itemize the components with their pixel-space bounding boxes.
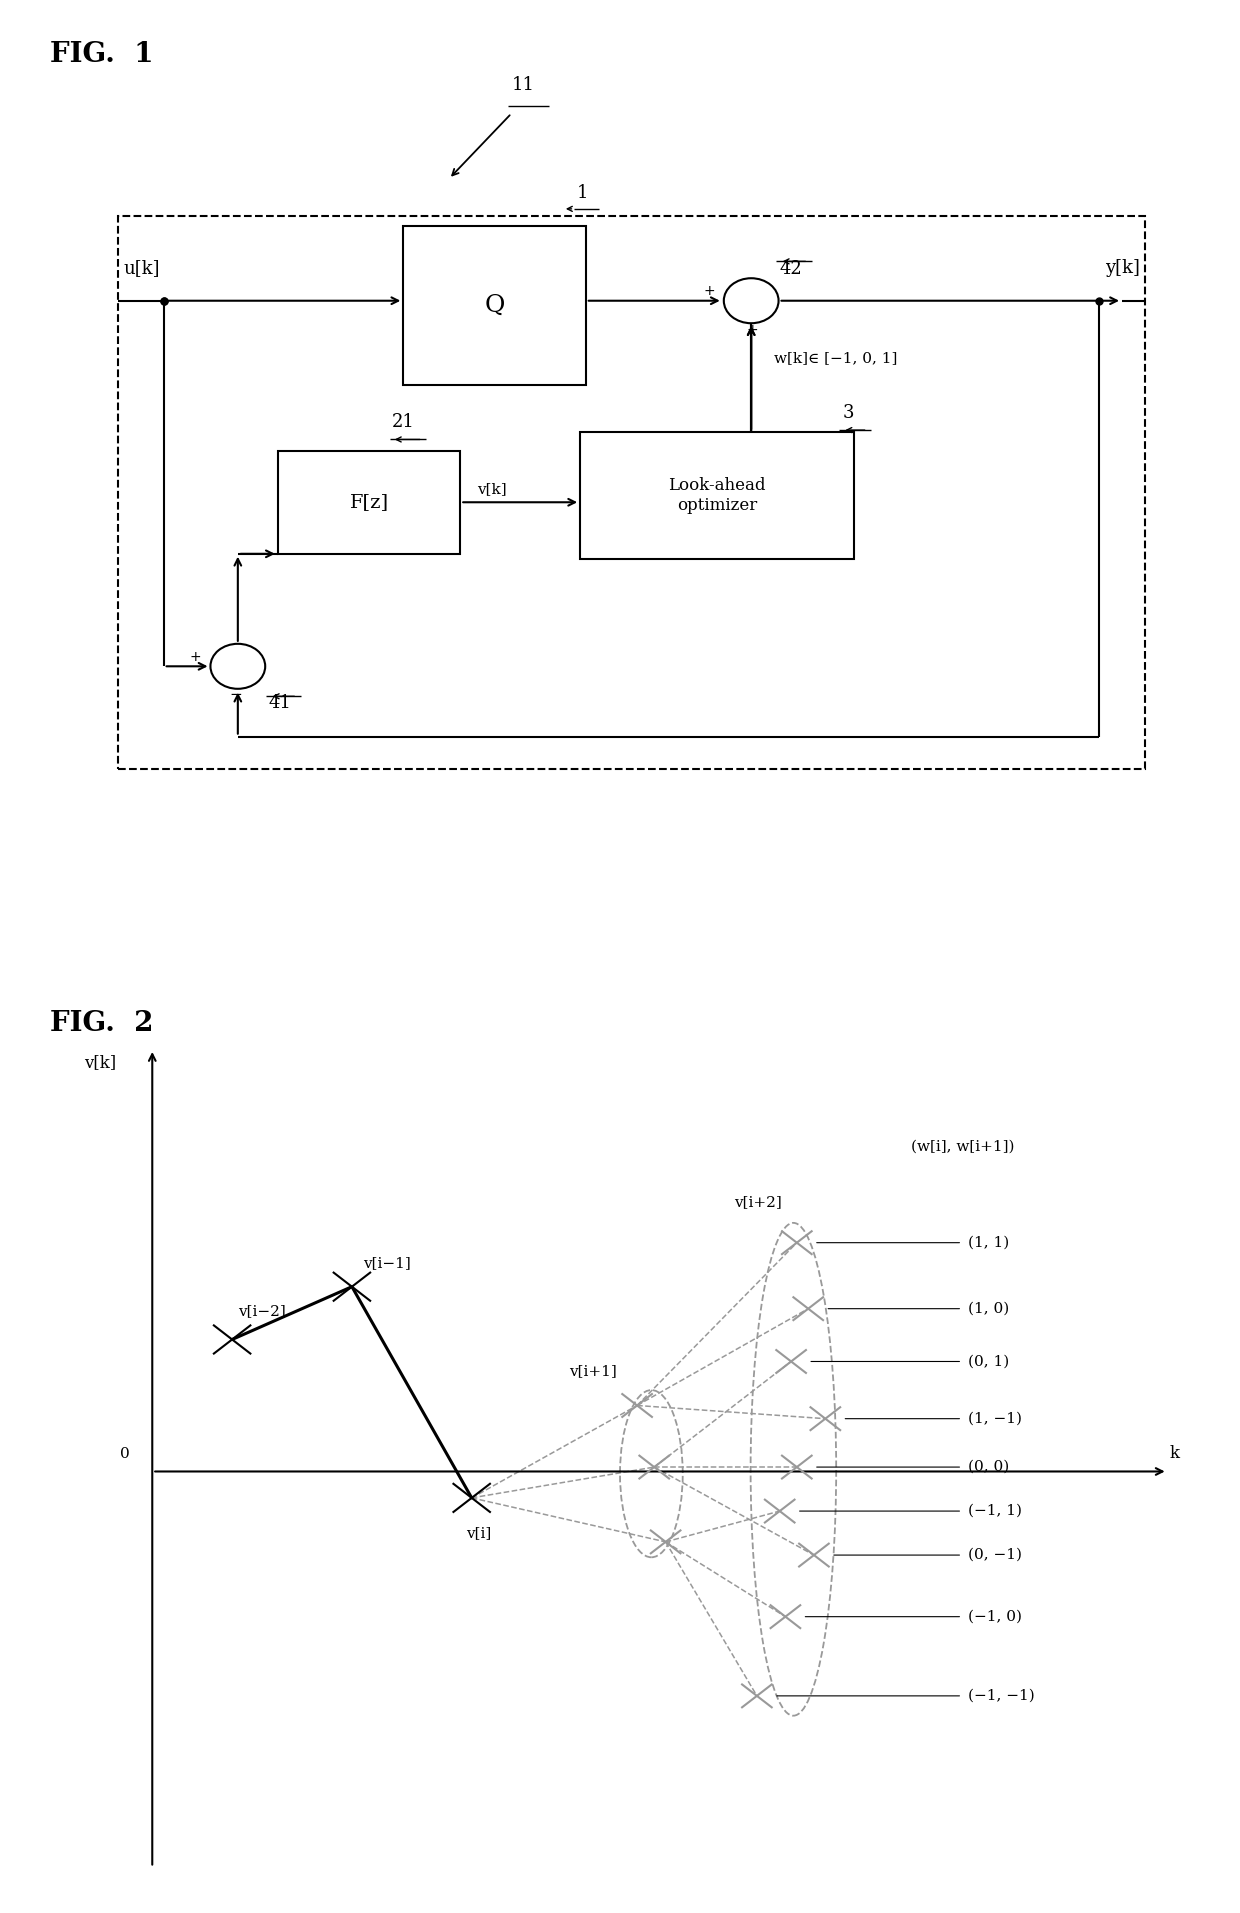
Text: (0, −1): (0, −1) [968,1548,1022,1563]
Text: (−1, 0): (−1, 0) [968,1609,1022,1624]
Text: F[z]: F[z] [350,494,388,511]
Text: (w[i], w[i+1]): (w[i], w[i+1]) [911,1140,1014,1154]
Text: 0: 0 [120,1448,130,1462]
Text: v[i+1]: v[i+1] [569,1364,616,1377]
Text: u[k]: u[k] [124,258,160,277]
Circle shape [724,277,779,323]
Text: 41: 41 [269,694,291,712]
Text: 3: 3 [842,404,854,423]
Text: (−1, −1): (−1, −1) [968,1689,1034,1703]
Text: FIG.  2: FIG. 2 [50,1010,153,1037]
Bar [278,451,460,555]
Text: (−1, 1): (−1, 1) [968,1504,1022,1519]
Text: w[k]∈ [−1, 0, 1]: w[k]∈ [−1, 0, 1] [774,350,898,365]
Bar [118,216,1145,769]
Text: Look-ahead
optimizer: Look-ahead optimizer [668,476,766,513]
Text: −: − [229,687,243,702]
Text: v[i−1]: v[i−1] [363,1257,412,1270]
Text: y[k]: y[k] [1105,258,1140,277]
Text: (1, −1): (1, −1) [968,1412,1022,1425]
Text: 21: 21 [392,413,414,430]
Text: v[k]: v[k] [84,1054,117,1071]
Bar [403,226,585,385]
Circle shape [211,645,265,689]
Text: 42: 42 [780,260,802,279]
Text: FIG.  1: FIG. 1 [50,40,153,67]
Text: (1, 1): (1, 1) [968,1236,1009,1249]
Text: (0, 0): (0, 0) [968,1460,1009,1475]
Text: Q: Q [485,295,505,318]
Text: k: k [1169,1446,1180,1462]
Text: v[i+2]: v[i+2] [734,1196,782,1209]
Text: +: + [703,285,715,298]
Text: v[k]: v[k] [477,482,507,495]
Text: 1: 1 [577,184,588,201]
Text: (1, 0): (1, 0) [968,1301,1009,1316]
Text: v[i]: v[i] [466,1527,491,1540]
Text: +: + [746,323,758,337]
Text: +: + [190,650,202,664]
Bar [580,432,854,559]
Text: 11: 11 [512,77,534,94]
Text: v[i−2]: v[i−2] [238,1305,285,1318]
Text: (0, 1): (0, 1) [968,1354,1009,1368]
